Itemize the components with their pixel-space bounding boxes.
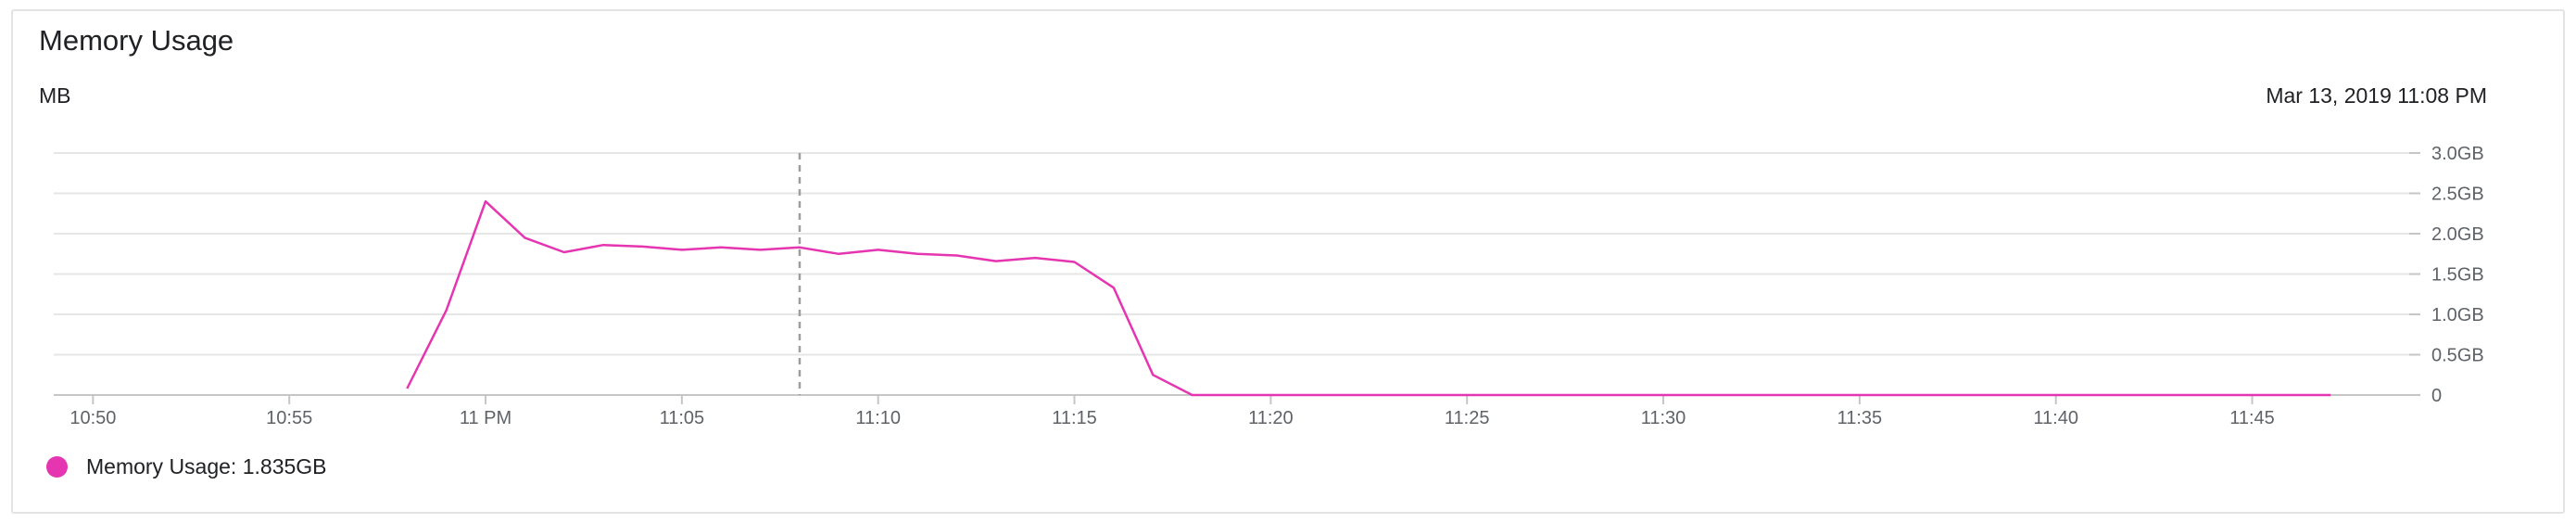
y-tick-label: 2.5GB: [2431, 185, 2484, 205]
series-points: [404, 198, 2333, 398]
x-tick-label: 10:55: [266, 408, 312, 428]
grid: [54, 152, 2409, 396]
x-tick-label: 11:35: [1837, 408, 1883, 428]
x-tick-label: 11:05: [660, 408, 705, 428]
chart-title: Memory Usage: [39, 24, 234, 57]
x-tick-label: 11:10: [855, 408, 901, 428]
series-line-memory-usage[interactable]: [406, 199, 2331, 397]
legend[interactable]: Memory Usage: 1.835GB: [46, 454, 327, 479]
x-tick-label: 11:25: [1445, 408, 1490, 428]
x-tick-label: 11:30: [1641, 408, 1686, 428]
y-axis: 0 0.5GB 1.0GB 1.5GB 2.0GB 2.5GB 3.0GB: [2409, 144, 2484, 406]
x-tick-label: 11 PM: [460, 408, 511, 428]
y-tick-label: 1.0GB: [2431, 305, 2484, 325]
legend-entry-memory-usage: Memory Usage: 1.835GB: [86, 454, 327, 478]
y-tick-label: 1.5GB: [2431, 265, 2484, 286]
y-tick-label: 2.0GB: [2431, 224, 2484, 245]
x-tick-label: 10:50: [69, 408, 116, 428]
x-axis: 10:50 10:55 11 PM 11:05 11:10 11:15 11:20 11:25…: [69, 395, 2275, 428]
y-tick-label: 3.0GB: [2431, 144, 2484, 164]
hover-timestamp: Mar 13, 2019 11:08 PM: [2266, 83, 2487, 108]
y-tick-label: 0.5GB: [2431, 346, 2484, 366]
y-tick-label: 0: [2431, 386, 2442, 406]
x-tick-label: 11:20: [1248, 408, 1294, 428]
x-tick-label: 11:15: [1052, 408, 1097, 428]
legend-swatch: [46, 456, 68, 478]
memory-usage-card: [11, 9, 2565, 514]
x-tick-label: 11:40: [2033, 408, 2078, 428]
unit-label: MB: [39, 83, 71, 108]
x-tick-label: 11:45: [2229, 408, 2275, 428]
